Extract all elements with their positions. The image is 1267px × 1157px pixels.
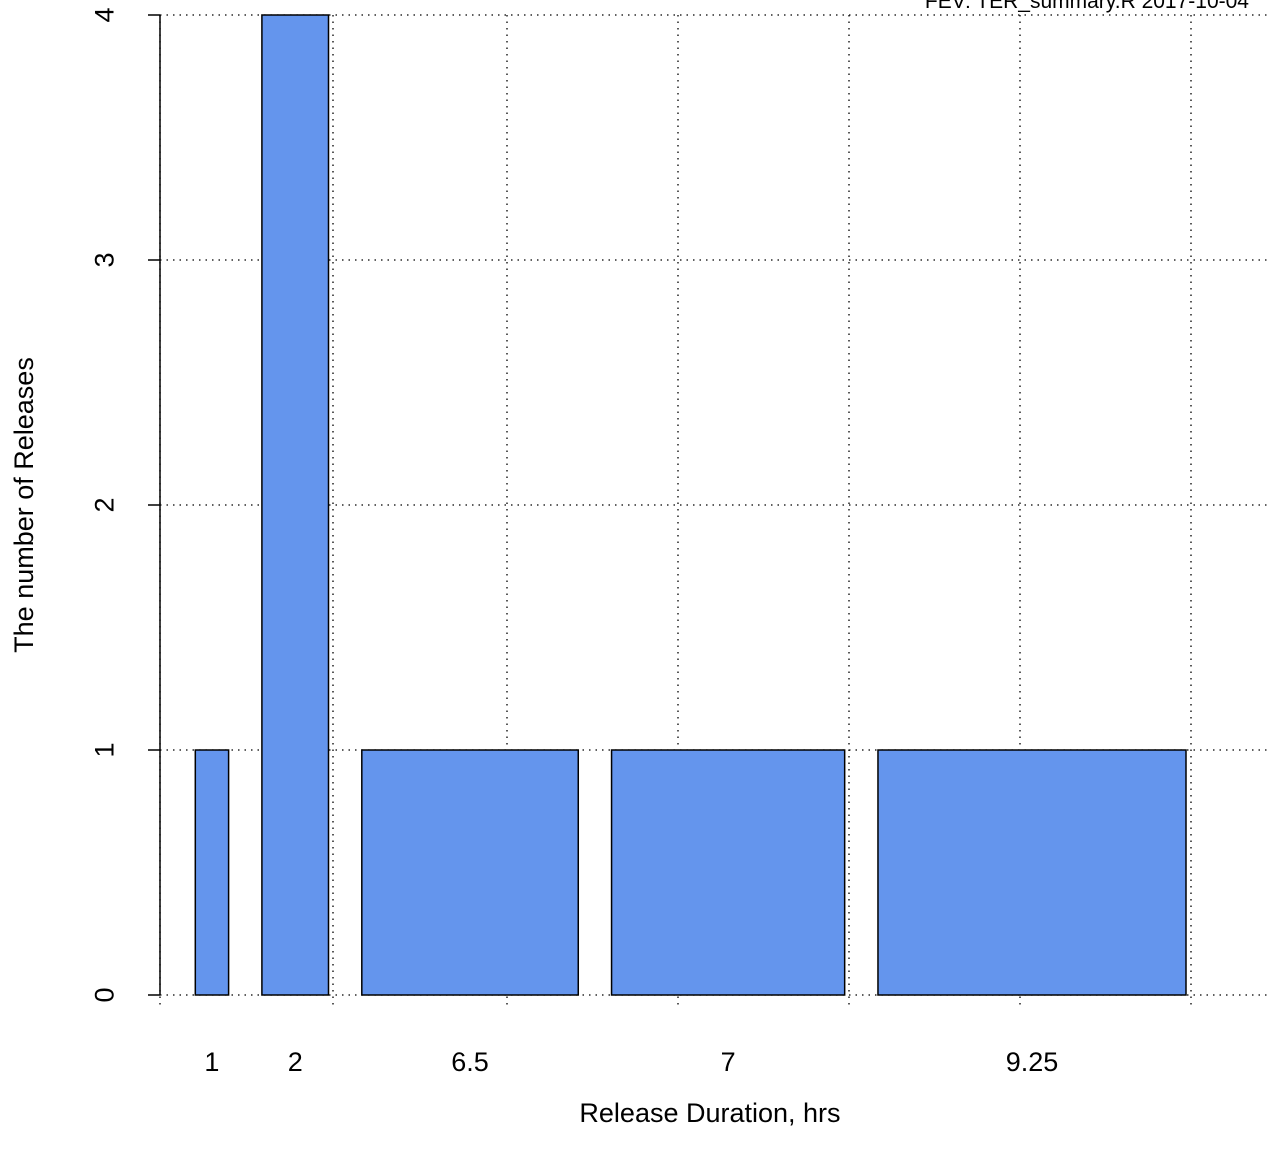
x-tick-label: 9.25	[1006, 1047, 1059, 1077]
bars	[194, 14, 1187, 996]
x-tick-label: 7	[721, 1047, 736, 1077]
x-tick-label: 2	[288, 1047, 303, 1077]
y-axis-title: The number of Releases	[9, 357, 39, 653]
bar-2	[261, 14, 330, 996]
y-tick-label: 1	[89, 742, 119, 757]
y-tick-label: 0	[89, 987, 119, 1002]
bar-1	[194, 749, 230, 996]
bar-9.25	[877, 749, 1187, 996]
x-tick-labels: 1 2 6.5 7 9.25	[204, 1047, 1058, 1077]
x-tick-label: 1	[204, 1047, 219, 1077]
y-tick-label: 3	[89, 252, 119, 267]
y-tick-label: 2	[89, 497, 119, 512]
y-tick-label: 4	[89, 7, 119, 22]
x-axis-title: Release Duration, hrs	[579, 1098, 840, 1128]
bar-6.5	[361, 749, 580, 996]
bar-7	[610, 749, 846, 996]
y-axis: 0 1 2 3 4	[89, 7, 161, 1003]
x-tick-label: 6.5	[451, 1047, 489, 1077]
corner-annotation: FEV: TER_summary.R 2017-10-04	[925, 0, 1249, 13]
